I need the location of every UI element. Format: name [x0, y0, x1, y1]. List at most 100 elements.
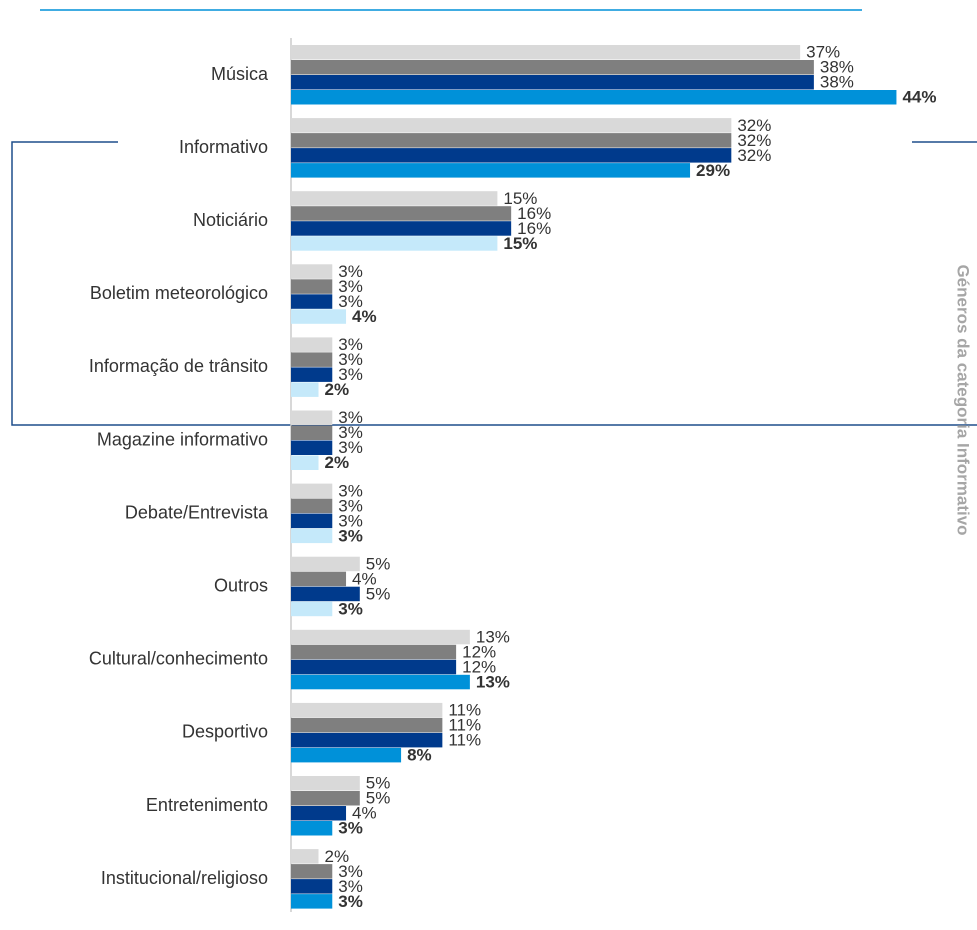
value-label: 3%: [338, 438, 363, 457]
bar: [291, 702, 443, 718]
value-label: 5%: [366, 774, 391, 793]
category-label: Noticiário: [193, 210, 268, 230]
bar: [291, 60, 814, 75]
bar: [291, 90, 897, 105]
value-label: 38%: [820, 73, 854, 92]
value-label: 3%: [338, 877, 363, 896]
bar: [291, 732, 443, 748]
category-label: Boletim meteorológico: [90, 283, 268, 303]
value-label: 13%: [476, 628, 510, 647]
value-label: 3%: [338, 262, 363, 281]
bar: [291, 513, 333, 529]
bar: [291, 75, 814, 90]
bar: [291, 148, 732, 163]
category-label: Música: [211, 64, 269, 84]
bar: [291, 717, 443, 733]
category-label: Informativo: [179, 137, 268, 157]
bar: [291, 410, 333, 425]
value-label: 32%: [737, 146, 771, 165]
category-label: Desportivo: [182, 722, 268, 742]
value-label: 5%: [366, 789, 391, 808]
bar: [291, 528, 333, 544]
bar: [291, 629, 470, 645]
value-label: 11%: [448, 701, 481, 720]
bar: [291, 483, 333, 499]
category-label: Outros: [214, 575, 268, 595]
value-label: 5%: [366, 584, 391, 603]
value-label: 13%: [476, 673, 510, 692]
bar: [291, 425, 333, 440]
value-label: 3%: [338, 423, 363, 442]
value-label: 3%: [338, 365, 363, 384]
bar: [291, 674, 470, 690]
bar: [291, 586, 360, 602]
value-label: 3%: [338, 292, 363, 311]
value-label: 4%: [352, 804, 377, 823]
value-label: 11%: [448, 716, 481, 735]
value-label: 12%: [462, 658, 496, 677]
bar: [291, 659, 457, 675]
value-label: 3%: [338, 496, 363, 515]
bar: [291, 45, 801, 60]
value-label: 32%: [737, 116, 771, 135]
value-label: 3%: [338, 599, 363, 618]
value-label: 3%: [338, 862, 363, 881]
value-label: 3%: [338, 526, 363, 545]
bar: [291, 352, 333, 367]
bar: [291, 791, 360, 806]
value-label: 37%: [806, 43, 840, 62]
bar: [291, 894, 333, 909]
bar: [291, 294, 333, 309]
value-label: 38%: [820, 58, 854, 77]
value-label: 8%: [407, 746, 432, 765]
bar: [291, 879, 333, 894]
bar: [291, 163, 691, 178]
bar: [291, 644, 457, 660]
bar: [291, 264, 333, 279]
bar: [291, 849, 319, 864]
value-label: 3%: [338, 277, 363, 296]
bar: [291, 191, 498, 206]
bar: [291, 864, 333, 879]
value-label: 12%: [462, 643, 496, 662]
value-label: 2%: [325, 847, 350, 866]
bar: [291, 556, 360, 572]
bar: [291, 440, 333, 455]
bar: [291, 571, 347, 587]
annotation: Géneros da categoria Informativo: [954, 264, 973, 535]
bar: [291, 337, 333, 352]
value-label: 15%: [503, 189, 537, 208]
value-label: 2%: [325, 453, 350, 472]
value-label: 29%: [696, 161, 730, 180]
category-label: Informação de trânsito: [89, 356, 268, 376]
value-label: 15%: [503, 234, 537, 253]
bar: [291, 367, 333, 382]
category-label: Magazine informativo: [97, 429, 268, 449]
category-label: Debate/Entrevista: [125, 502, 269, 522]
bar: [291, 806, 347, 821]
value-label: 3%: [338, 819, 363, 838]
bar: [291, 498, 333, 514]
bar: [291, 133, 732, 148]
value-label: 5%: [366, 554, 391, 573]
bar: [291, 309, 347, 324]
bar: [291, 236, 498, 251]
category-label: Entretenimento: [146, 795, 268, 815]
bar: [291, 821, 333, 836]
value-label: 3%: [338, 511, 363, 530]
bar: [291, 382, 319, 397]
bar: [291, 601, 333, 617]
bar: [291, 206, 512, 221]
bar: [291, 118, 732, 133]
bar: [291, 747, 402, 763]
value-label: 2%: [325, 380, 350, 399]
category-label: Cultural/conhecimento: [89, 649, 268, 669]
value-label: 16%: [517, 219, 551, 238]
bracket: [11, 141, 977, 426]
category-label: Institucional/religioso: [101, 868, 268, 888]
value-label: 16%: [517, 204, 551, 223]
bar: [291, 776, 360, 791]
value-label: 11%: [448, 731, 481, 750]
value-label: 3%: [338, 350, 363, 369]
